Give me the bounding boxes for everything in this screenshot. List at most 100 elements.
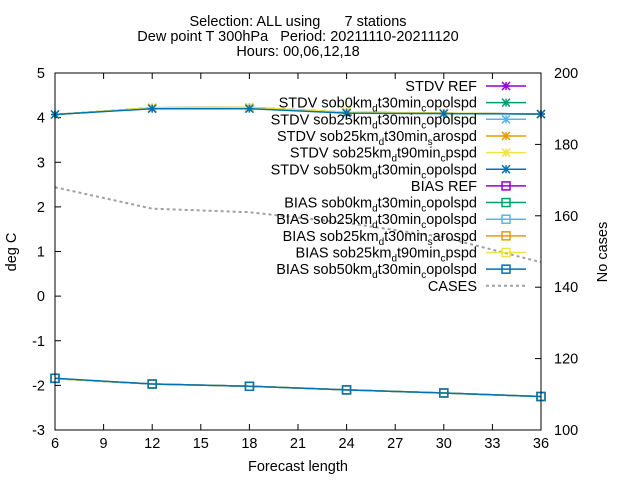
legend-label-subscript: d — [379, 237, 385, 248]
legend-marker — [501, 214, 511, 224]
y2-tick-label: 160 — [554, 209, 578, 225]
legend-label-part: t90min — [397, 246, 441, 262]
y-tick-label: 2 — [37, 200, 45, 216]
legend-label-subscript: d — [372, 104, 378, 115]
legend-entry: BIAS sob0kmdt30mincopolspd — [284, 196, 526, 215]
legend-label-part: opolspd — [426, 162, 477, 178]
legend-entry: STDV sob25kmdt30mincopolspd — [271, 112, 526, 131]
legend-label-subscript: c — [421, 120, 426, 131]
legend-marker — [501, 131, 511, 141]
y-tick-label: 3 — [37, 155, 45, 171]
legend-entry: STDV sob50kmdt30mincopolspd — [271, 162, 526, 181]
legend-entry: STDV sob0kmdt30mincopolspd — [279, 96, 526, 115]
x-tick-label: 9 — [100, 436, 108, 452]
plot-area-border — [54, 72, 542, 431]
x-tick-label: 6 — [51, 436, 59, 452]
x-tick-label: 33 — [484, 436, 500, 452]
legend-label: STDV sob25kmdt30mincopolspd — [271, 112, 477, 131]
legend-entry: CASES — [428, 279, 526, 295]
legend-label-subscript: c — [421, 170, 426, 181]
legend-label-part: BIAS sob25km — [296, 246, 392, 262]
y-tick-label: -3 — [32, 423, 45, 439]
data-point — [147, 379, 157, 389]
legend-label-subscript: d — [372, 204, 378, 215]
legend-label-subscript: d — [372, 270, 378, 281]
series-5 — [50, 104, 546, 120]
legend-label-part: arospd — [433, 129, 477, 145]
legend-entry: STDV REF — [405, 79, 526, 95]
legend-label-part: BIAS sob50km — [276, 262, 372, 278]
legend-label-subscript: c — [421, 104, 426, 115]
legend-label-part: opolspd — [426, 196, 477, 212]
x-tick-label: 12 — [144, 436, 160, 452]
y-tick-label: -1 — [32, 334, 45, 350]
legend-marker — [501, 81, 511, 91]
legend-label-part: t30min — [384, 129, 428, 145]
y2-tick-label: 120 — [554, 352, 578, 368]
legend-label: BIAS sob25kmdt30minsarospd — [283, 229, 477, 248]
legend-label-part: opolspd — [426, 212, 477, 228]
legend-label-subscript: s — [428, 137, 433, 148]
legend-label-part: STDV sob50km — [271, 162, 373, 178]
y2-axis-label: No cases — [595, 222, 611, 282]
y-tick-label: 5 — [37, 66, 45, 82]
series-layer — [50, 102, 546, 402]
chart-title-line-3: Hours: 00,06,12,18 — [236, 44, 359, 60]
x-tick-label: 21 — [290, 436, 306, 452]
legend-entry: BIAS sob25kmdt90mincpspd — [296, 246, 526, 265]
legend-label: STDV REF — [405, 79, 477, 95]
legend-label-subscript: c — [441, 254, 446, 265]
x-tick-label: 30 — [436, 436, 452, 452]
legend-label: BIAS sob50kmdt30mincopolspd — [276, 262, 477, 281]
series-line — [54, 377, 542, 398]
legend-label-part: BIAS REF — [411, 179, 477, 195]
legend-label: STDV sob50kmdt30mincopolspd — [271, 162, 477, 181]
y2-tick-label: 140 — [554, 280, 578, 296]
legend-label-part: t90min — [397, 146, 441, 162]
data-point — [244, 104, 254, 114]
legend-label: STDV sob25kmdt30minsarospd — [277, 129, 477, 148]
legend-label-part: STDV sob25km — [277, 129, 379, 145]
data-point — [439, 388, 449, 398]
series-12 — [54, 186, 542, 264]
legend-marker — [501, 181, 511, 191]
legend-label: BIAS sob25kmdt90mincpspd — [296, 246, 477, 265]
legend-label-subscript: d — [372, 220, 378, 231]
y-tick-label: 4 — [37, 111, 45, 127]
legend-label-part: BIAS sob25km — [276, 212, 372, 228]
data-point — [147, 104, 157, 114]
legend-label-part: t30min — [384, 229, 428, 245]
y2-tick-label: 180 — [554, 137, 578, 153]
y2-tick-label: 200 — [554, 66, 578, 82]
legend-entry: STDV sob25kmdt30minsarospd — [277, 129, 526, 148]
legend-marker — [501, 164, 511, 174]
legend-marker — [501, 197, 511, 208]
legend-label-subscript: d — [379, 137, 385, 148]
legend-label-part: arospd — [433, 229, 477, 245]
legend-label: BIAS sob0kmdt30mincopolspd — [284, 196, 477, 215]
legend-entry: BIAS REF — [411, 179, 526, 195]
data-point — [341, 385, 352, 395]
legend-label-subscript: c — [421, 270, 426, 281]
legend-entry: BIAS sob25kmdt30minsarospd — [283, 229, 526, 248]
legend-label-part: opolspd — [426, 96, 477, 112]
chart-title-line-1: Selection: ALL using 7 stations — [189, 14, 406, 30]
legend-label-part: STDV sob0km — [279, 96, 372, 112]
x-axis-label: Forecast length — [248, 459, 348, 475]
legend-label-part: t30min — [378, 162, 422, 178]
legend-entry: BIAS sob25kmdt30mincopolspd — [276, 212, 526, 231]
legend-label-subscript: c — [441, 154, 446, 165]
legend-label-part: pspd — [446, 246, 477, 262]
legend-label: STDV sob25kmdt90mincpspd — [290, 146, 477, 165]
legend-label-subscript: d — [391, 154, 397, 165]
series-line — [54, 186, 542, 264]
legend-label-part: CASES — [428, 279, 477, 295]
x-tick-label: 27 — [387, 436, 403, 452]
legend-entry: BIAS sob50kmdt30mincopolspd — [276, 262, 526, 281]
legend-marker — [501, 247, 511, 258]
legend-label-part: t30min — [378, 196, 422, 212]
y-tick-label: -2 — [32, 378, 45, 394]
